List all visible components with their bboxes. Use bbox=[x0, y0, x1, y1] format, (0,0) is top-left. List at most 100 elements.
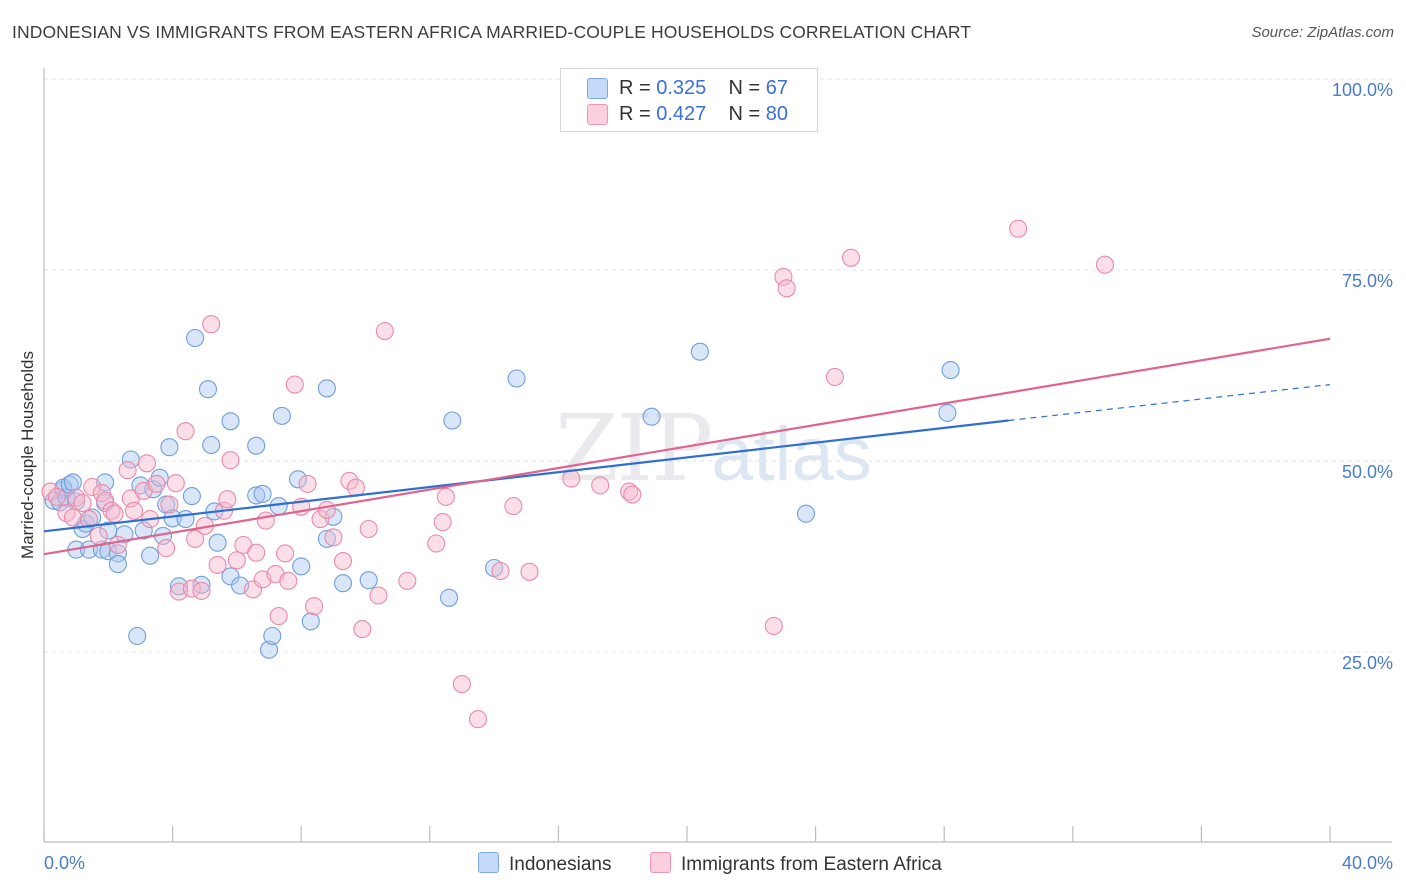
point-eastern-africa bbox=[369, 586, 388, 605]
point-indonesians bbox=[288, 470, 308, 489]
point-eastern-africa bbox=[774, 267, 793, 286]
point-indonesians bbox=[317, 379, 336, 398]
point-eastern-africa bbox=[777, 279, 796, 298]
point-indonesians bbox=[301, 612, 320, 631]
point-indonesians bbox=[507, 369, 526, 388]
point-indonesians bbox=[128, 626, 147, 646]
point-eastern-africa bbox=[305, 597, 324, 616]
point-eastern-africa bbox=[433, 513, 452, 532]
legend-swatch-blue bbox=[587, 78, 608, 99]
point-eastern-africa bbox=[47, 487, 66, 506]
y-tick-label: 75.0% bbox=[1342, 271, 1393, 291]
point-eastern-africa bbox=[620, 482, 639, 501]
point-eastern-africa bbox=[311, 510, 330, 529]
r-value: 0.325 bbox=[656, 77, 707, 99]
point-indonesians bbox=[443, 411, 462, 430]
point-eastern-africa bbox=[208, 555, 227, 574]
point-indonesians bbox=[141, 546, 160, 565]
point-indonesians bbox=[690, 342, 709, 361]
point-indonesians bbox=[440, 588, 459, 607]
point-indonesians bbox=[221, 412, 240, 431]
point-eastern-africa bbox=[298, 474, 317, 493]
point-eastern-africa bbox=[353, 620, 372, 639]
watermark-atlas: atlas bbox=[711, 412, 872, 497]
point-indonesians bbox=[192, 575, 211, 594]
point-eastern-africa bbox=[118, 461, 137, 480]
point-indonesians bbox=[115, 525, 134, 544]
point-eastern-africa bbox=[202, 315, 221, 334]
point-eastern-africa bbox=[841, 248, 861, 267]
point-eastern-africa bbox=[276, 544, 295, 563]
legend-text: R = 0.427 N = 80 bbox=[619, 103, 788, 126]
y-axis-label: Married-couple Households bbox=[18, 351, 37, 559]
point-eastern-africa bbox=[63, 508, 82, 527]
point-eastern-africa bbox=[324, 528, 343, 547]
point-eastern-africa bbox=[243, 580, 263, 599]
point-eastern-africa bbox=[427, 534, 446, 553]
point-indonesians bbox=[182, 487, 201, 506]
r-label: R = bbox=[619, 103, 651, 125]
bottom-legend-swatch-blue bbox=[478, 852, 499, 873]
point-eastern-africa bbox=[562, 469, 581, 488]
stats-legend: R = 0.325 N = 67 R = 0.427 N = 80 bbox=[560, 68, 818, 132]
point-indonesians bbox=[938, 403, 957, 422]
n-value: 80 bbox=[765, 103, 789, 125]
point-eastern-africa bbox=[221, 451, 240, 470]
x-tick-label-max: 40.0% bbox=[1342, 853, 1393, 873]
point-eastern-africa bbox=[764, 616, 783, 636]
legend-text: R = 0.325 N = 67 bbox=[619, 77, 788, 100]
point-eastern-africa bbox=[491, 561, 510, 581]
point-indonesians bbox=[160, 438, 179, 457]
point-eastern-africa bbox=[157, 539, 176, 558]
point-eastern-africa bbox=[176, 422, 195, 441]
point-eastern-africa bbox=[256, 511, 275, 530]
bottom-legend-swatch-pink bbox=[650, 852, 671, 873]
point-indonesians bbox=[292, 557, 311, 576]
point-eastern-africa bbox=[340, 471, 359, 490]
point-eastern-africa bbox=[102, 501, 121, 520]
point-eastern-africa bbox=[247, 543, 266, 562]
point-eastern-africa bbox=[269, 607, 288, 626]
point-eastern-africa bbox=[160, 495, 179, 514]
point-eastern-africa bbox=[623, 485, 642, 504]
point-eastern-africa bbox=[227, 551, 246, 570]
bottom-legend-label: Indonesians bbox=[509, 854, 612, 875]
bottom-legend-label: Immigrants from Eastern Africa bbox=[681, 854, 942, 875]
point-indonesians bbox=[144, 480, 163, 499]
y-tick-label: 25.0% bbox=[1342, 653, 1393, 673]
trend-line-indonesians-extension bbox=[1008, 384, 1331, 422]
grid-lines bbox=[44, 78, 1392, 653]
r-value: 0.427 bbox=[656, 103, 707, 125]
point-indonesians bbox=[317, 529, 336, 548]
point-eastern-africa bbox=[504, 497, 523, 516]
n-label: N = bbox=[728, 103, 761, 125]
bottom-legend-eastern-africa: Immigrants from Eastern Africa bbox=[650, 852, 942, 876]
point-eastern-africa bbox=[436, 487, 455, 506]
point-eastern-africa bbox=[375, 322, 394, 341]
point-eastern-africa bbox=[105, 504, 124, 523]
point-eastern-africa bbox=[147, 474, 166, 493]
point-indonesians bbox=[221, 567, 240, 586]
point-eastern-africa bbox=[108, 535, 127, 555]
point-indonesians bbox=[642, 407, 661, 426]
r-label: R = bbox=[619, 77, 651, 99]
trend-line-eastern-africa bbox=[43, 337, 1331, 556]
point-indonesians bbox=[333, 574, 353, 593]
point-eastern-africa bbox=[520, 562, 539, 581]
point-eastern-africa bbox=[1095, 255, 1115, 274]
point-indonesians bbox=[259, 640, 279, 659]
trend-lines bbox=[43, 337, 1331, 556]
point-eastern-africa bbox=[452, 675, 471, 694]
y-tick-label: 100.0% bbox=[1332, 80, 1393, 100]
point-eastern-africa bbox=[591, 476, 610, 495]
chart-source: Source: ZipAtlas.com bbox=[1251, 24, 1394, 41]
point-indonesians bbox=[941, 361, 960, 380]
data-points bbox=[41, 219, 1115, 729]
point-indonesians bbox=[796, 504, 816, 523]
point-eastern-africa bbox=[192, 581, 211, 600]
point-eastern-africa bbox=[89, 526, 108, 545]
trend-line-indonesians bbox=[43, 419, 1009, 533]
point-eastern-africa bbox=[83, 477, 102, 497]
point-indonesians bbox=[134, 521, 153, 540]
point-eastern-africa bbox=[1009, 219, 1028, 238]
